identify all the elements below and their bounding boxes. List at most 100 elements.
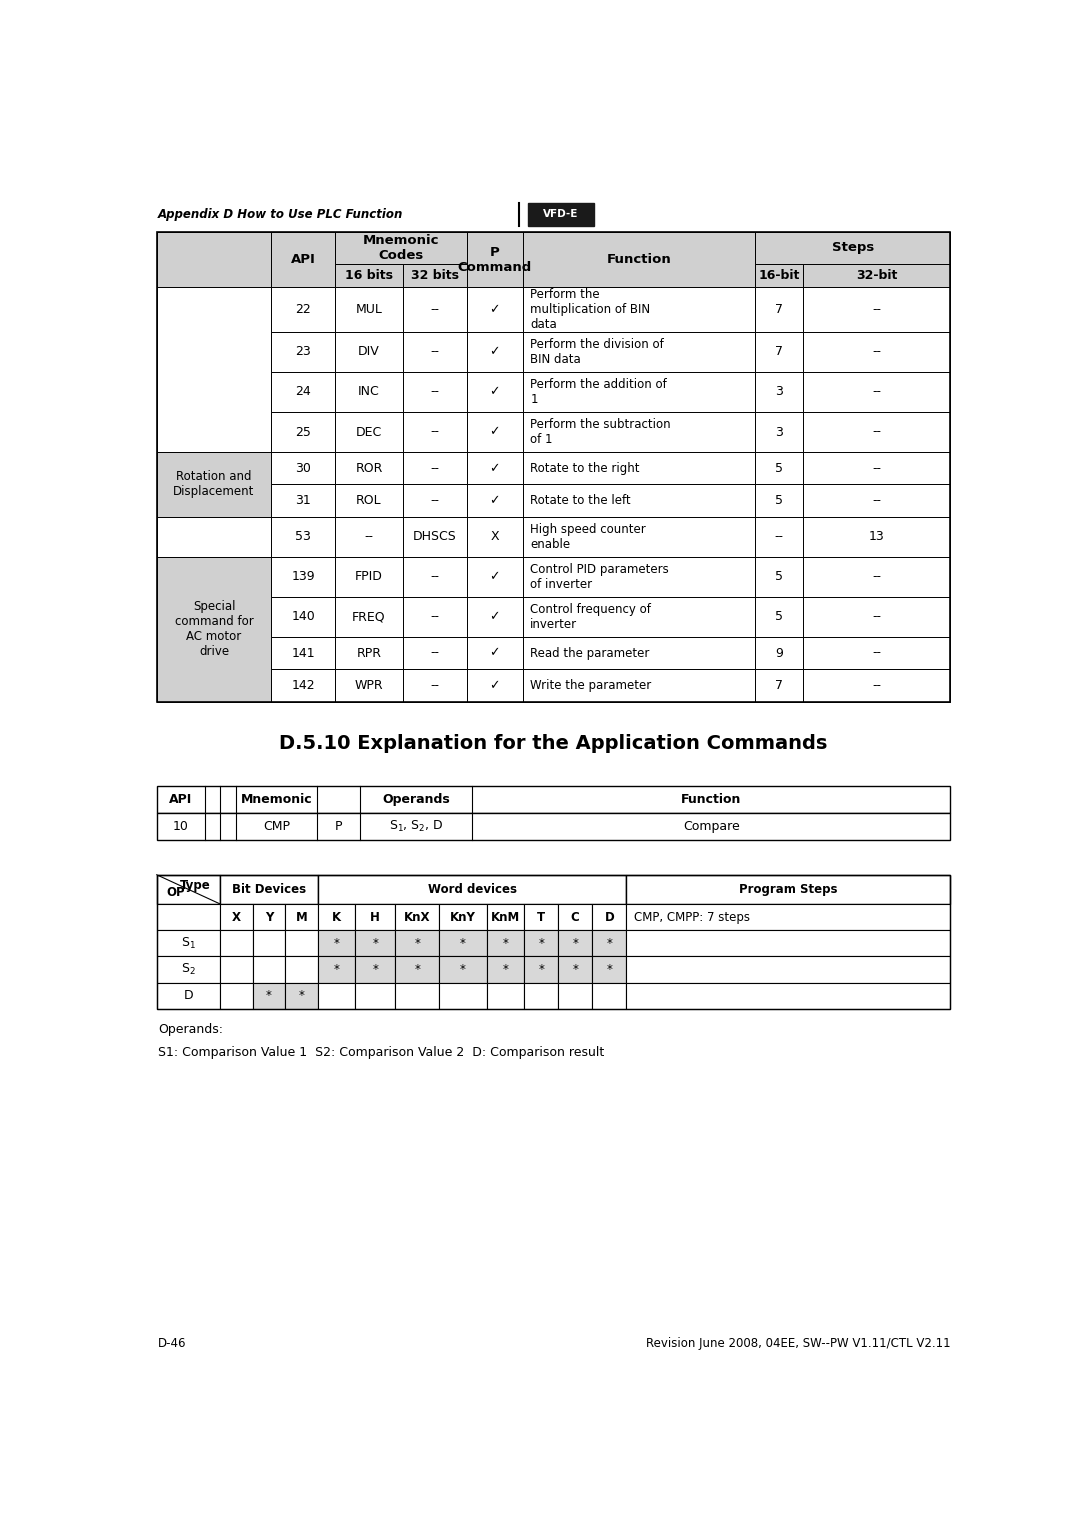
Bar (523, 485, 755, 517)
Bar (755, 557, 804, 597)
Text: FREQ: FREQ (352, 611, 386, 623)
Text: --: -- (431, 304, 440, 316)
Text: DIV: DIV (359, 345, 380, 359)
Bar (395, 930, 438, 956)
Bar (271, 597, 335, 637)
Text: ✓: ✓ (489, 494, 500, 508)
Bar (285, 930, 318, 956)
Bar (335, 264, 403, 287)
Bar (755, 637, 804, 669)
Text: Steps: Steps (832, 241, 874, 255)
Text: *: * (373, 937, 378, 950)
Text: 24: 24 (295, 385, 311, 399)
Bar (403, 669, 467, 701)
Bar (318, 956, 355, 983)
Bar (804, 264, 950, 287)
Text: RPR: RPR (356, 646, 381, 660)
Text: M: M (296, 911, 308, 923)
Bar (285, 956, 318, 983)
Bar (271, 485, 335, 517)
Bar (403, 264, 467, 287)
Text: API: API (170, 793, 192, 807)
Bar (403, 287, 467, 331)
Text: VFD-E: VFD-E (543, 209, 579, 219)
Text: --: -- (431, 385, 440, 399)
Text: 5: 5 (775, 571, 783, 583)
Bar (487, 930, 524, 956)
Bar (335, 669, 403, 701)
Bar (318, 904, 355, 930)
Bar (157, 956, 220, 983)
Text: FPID: FPID (355, 571, 383, 583)
Bar (804, 485, 950, 517)
Text: 7: 7 (775, 680, 783, 692)
Text: Word devices: Word devices (428, 884, 516, 896)
Bar (626, 983, 950, 1009)
Bar (157, 874, 220, 904)
Bar (335, 597, 403, 637)
Text: X: X (490, 531, 499, 543)
Bar (467, 371, 523, 413)
Text: 139: 139 (292, 571, 315, 583)
Text: S$_2$: S$_2$ (181, 962, 195, 977)
Bar (335, 557, 403, 597)
Bar (271, 287, 335, 331)
Bar (157, 232, 271, 287)
Text: WPR: WPR (354, 680, 383, 692)
Text: KnY: KnY (450, 911, 476, 923)
Text: ✓: ✓ (489, 680, 500, 692)
Text: Control frequency of
inverter: Control frequency of inverter (530, 603, 651, 630)
Text: Read the parameter: Read the parameter (530, 646, 650, 660)
Bar (335, 371, 403, 413)
Text: 7: 7 (775, 345, 783, 359)
Bar (157, 232, 950, 287)
Bar (523, 669, 755, 701)
Bar (487, 904, 524, 930)
Text: Operands:: Operands: (159, 1023, 224, 1035)
Text: Perform the
multiplication of BIN
data: Perform the multiplication of BIN data (530, 288, 650, 331)
Text: D.5.10 Explanation for the Application Commands: D.5.10 Explanation for the Application C… (280, 735, 827, 753)
Bar (157, 874, 950, 1009)
Bar (271, 413, 335, 453)
Bar (487, 956, 524, 983)
Bar (467, 232, 523, 287)
Text: --: -- (431, 345, 440, 359)
Bar (318, 874, 626, 904)
Bar (467, 597, 523, 637)
Bar (523, 371, 755, 413)
Bar (558, 930, 592, 956)
Text: Type: Type (180, 879, 211, 893)
Bar (467, 485, 523, 517)
Text: 31: 31 (295, 494, 311, 508)
Bar (524, 904, 558, 930)
Bar (355, 956, 395, 983)
Bar (438, 956, 487, 983)
Text: DHSCS: DHSCS (413, 531, 457, 543)
Bar (355, 904, 395, 930)
Bar (335, 485, 403, 517)
Bar (524, 930, 558, 956)
Bar (626, 956, 950, 983)
Text: Compare: Compare (683, 821, 740, 833)
Text: Perform the subtraction
of 1: Perform the subtraction of 1 (530, 419, 671, 446)
Bar (220, 983, 253, 1009)
Text: 142: 142 (292, 680, 315, 692)
Bar (626, 874, 950, 904)
Text: --: -- (431, 462, 440, 474)
Text: ✓: ✓ (489, 425, 500, 439)
Bar (355, 930, 395, 956)
Text: --: -- (873, 345, 881, 359)
Bar (157, 232, 950, 701)
Text: OP: OP (166, 885, 185, 899)
Bar (438, 904, 487, 930)
Bar (804, 669, 950, 701)
Text: 9: 9 (775, 646, 783, 660)
Text: Bit Devices: Bit Devices (232, 884, 306, 896)
Bar (804, 413, 950, 453)
Bar (438, 983, 487, 1009)
Text: T: T (537, 911, 545, 923)
Text: Function: Function (606, 253, 671, 265)
Bar (804, 371, 950, 413)
Bar (755, 287, 804, 331)
Bar (626, 930, 950, 956)
